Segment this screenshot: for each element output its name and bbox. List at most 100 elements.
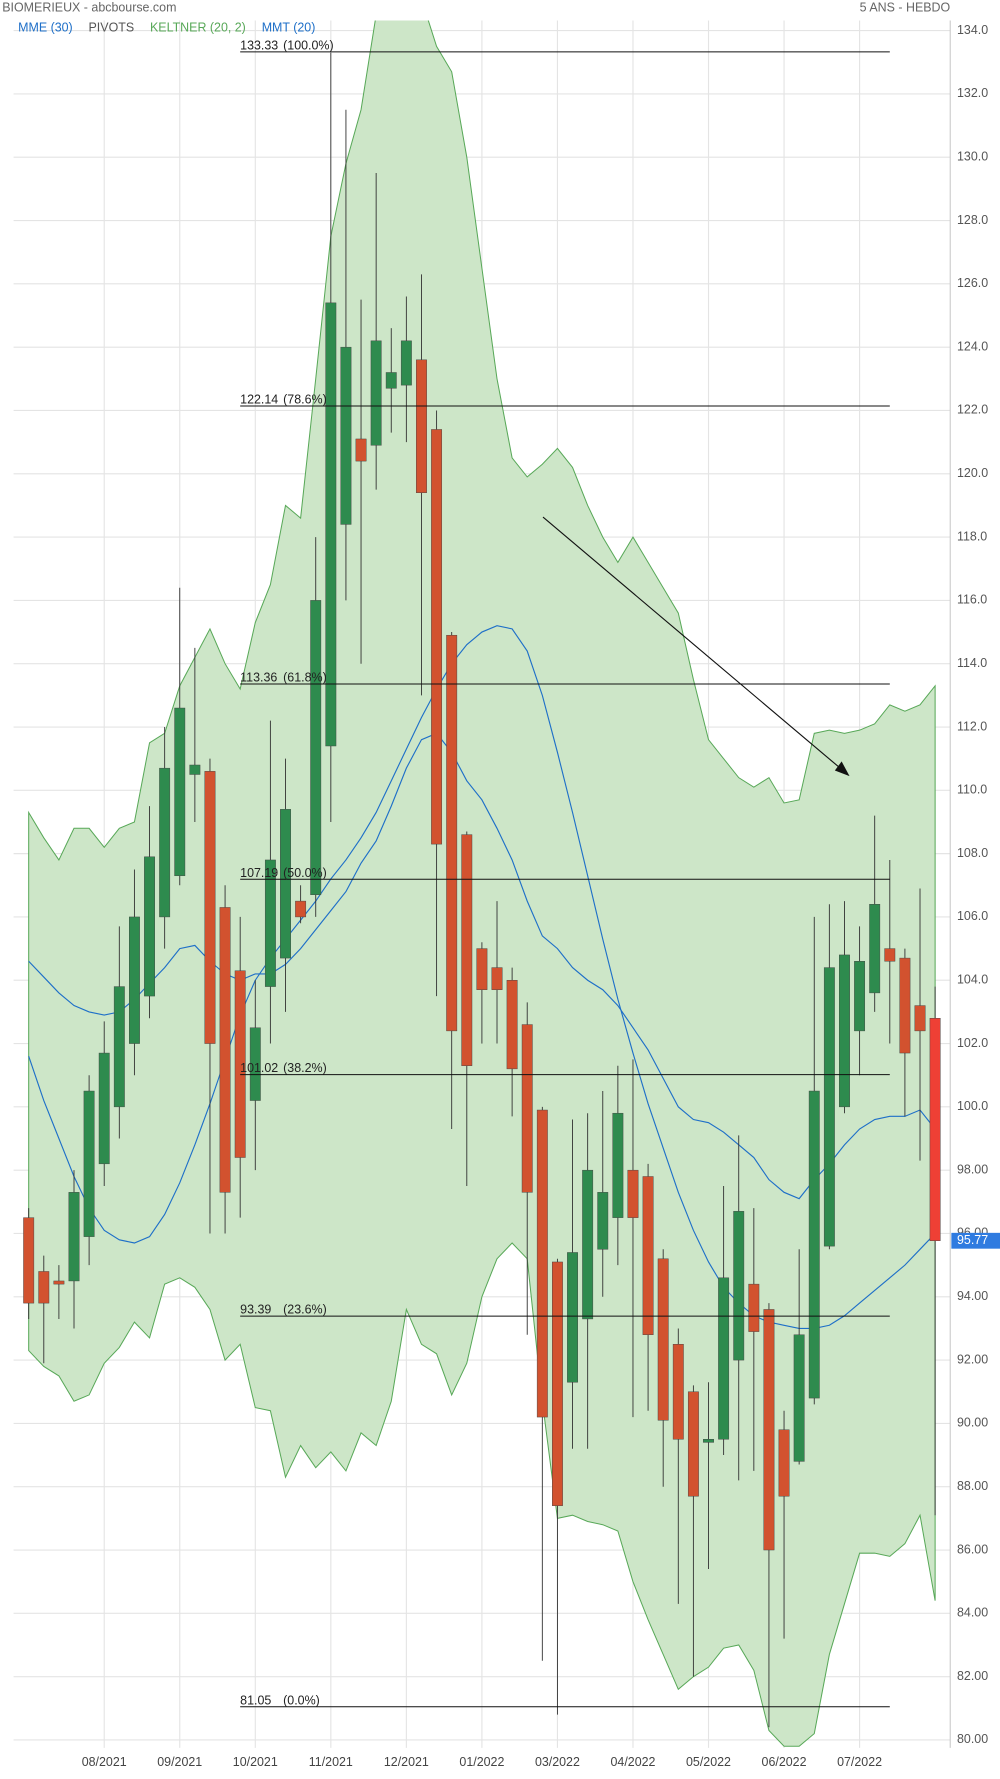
x-tick-label: 12/2021 — [384, 1755, 429, 1769]
pivot-value: 93.39 — [240, 1303, 271, 1317]
y-tick-label: 130.0 — [957, 150, 988, 164]
candle-body — [491, 967, 503, 990]
candle-body — [703, 1439, 714, 1443]
pivot-value: 101.02 — [240, 1061, 278, 1075]
keltner-band — [28, 20, 936, 1747]
candle-body — [914, 1005, 926, 1032]
x-tick-label: 03/2022 — [535, 1755, 580, 1769]
candle-body — [567, 1252, 578, 1383]
last-price-label: 95.77 — [957, 1233, 988, 1247]
y-tick-label: 108.0 — [957, 846, 988, 860]
candle-body — [597, 1192, 609, 1250]
y-tick-label: 110.0 — [957, 783, 987, 797]
candle-body — [355, 438, 367, 462]
candle-body — [264, 859, 276, 987]
y-tick-label: 88.00 — [957, 1479, 988, 1493]
y-tick-label: 122.0 — [957, 403, 988, 417]
y-tick-label: 98.00 — [957, 1162, 988, 1176]
legend-entry: PIVOTS — [89, 21, 135, 35]
candle-body — [718, 1277, 730, 1440]
candle-body — [733, 1211, 745, 1361]
y-tick-label: 118.0 — [957, 529, 987, 543]
candle-body — [400, 340, 412, 386]
candle-body — [461, 834, 473, 1066]
candle-body — [854, 961, 866, 1032]
candle-body — [552, 1261, 563, 1506]
y-tick-label: 82.00 — [957, 1669, 988, 1683]
y-tick-label: 100.0 — [957, 1099, 988, 1113]
pivot-pct: (0.0%) — [283, 1693, 320, 1707]
candle-body — [144, 856, 155, 997]
x-tick-label: 04/2022 — [610, 1755, 655, 1769]
moving-average — [28, 625, 936, 1330]
pivot-pct: (23.6%) — [283, 1303, 327, 1317]
candle-body — [189, 764, 201, 775]
y-tick-label: 94.00 — [957, 1289, 988, 1303]
pivot-value: 133.33 — [240, 38, 278, 52]
x-tick-label: 05/2022 — [686, 1755, 731, 1769]
x-tick-label: 07/2022 — [837, 1755, 882, 1769]
legend-entry: KELTNER (20, 2) — [150, 21, 246, 35]
pivot-pct: (61.8%) — [283, 671, 327, 685]
candle-body — [416, 359, 427, 493]
trend-arrow — [542, 516, 842, 770]
candle-body — [53, 1280, 65, 1285]
candle-body — [612, 1112, 624, 1218]
candle-body — [68, 1192, 80, 1282]
pivot-pct: (100.0%) — [283, 38, 333, 52]
y-tick-label: 104.0 — [957, 973, 988, 987]
candle-body — [884, 948, 896, 962]
pivot-value: 122.14 — [240, 393, 278, 407]
candle-body — [687, 1391, 699, 1497]
candle-body — [174, 707, 186, 877]
candle-body — [476, 948, 488, 990]
pivot-pct: (38.2%) — [283, 1061, 327, 1075]
y-tick-label: 134.0 — [957, 23, 988, 37]
pivot-value: 107.19 — [240, 866, 278, 880]
candle-body — [763, 1309, 775, 1551]
pivot-pct: (50.0%) — [283, 866, 327, 880]
candle-body — [431, 429, 443, 845]
candle-body — [929, 1018, 941, 1241]
x-tick-label: 06/2022 — [762, 1755, 807, 1769]
y-tick-label: 126.0 — [957, 276, 988, 290]
legend-entry: MME (30) — [18, 21, 73, 35]
candle-body — [295, 900, 307, 918]
x-tick-label: 01/2022 — [459, 1755, 504, 1769]
candle-body — [129, 916, 140, 1044]
pivot-pct: (78.6%) — [283, 393, 327, 407]
candle-body — [672, 1344, 684, 1440]
y-tick-label: 106.0 — [957, 909, 988, 923]
candle-body — [869, 904, 881, 994]
candle-body — [627, 1169, 639, 1218]
candle-body — [370, 340, 382, 446]
candle-body — [340, 346, 352, 525]
y-tick-label: 132.0 — [957, 86, 988, 100]
x-tick-label: 11/2021 — [309, 1755, 353, 1769]
candle-body — [446, 634, 458, 1032]
candle-body — [521, 1024, 533, 1193]
y-tick-label: 90.00 — [957, 1416, 988, 1430]
chart-subtitle: 5 ANS - HEBDO — [860, 0, 951, 14]
y-tick-label: 84.00 — [957, 1606, 988, 1620]
moving-average — [28, 732, 936, 1200]
pivot-value: 81.05 — [240, 1693, 271, 1707]
plot-area: 133.33 (100.0%) 122.14 (78.6%) 113.36 (61.8%)… — [23, 20, 941, 1747]
y-tick-label: 124.0 — [957, 339, 988, 353]
y-tick-label: 120.0 — [957, 466, 988, 480]
candle-body — [793, 1334, 805, 1462]
y-tick-label: 128.0 — [957, 213, 988, 227]
candle-body — [778, 1429, 790, 1497]
candle-body — [748, 1283, 760, 1332]
candle-body — [808, 1090, 820, 1399]
candle-body — [83, 1090, 95, 1237]
candle-body — [204, 771, 216, 1044]
candle-body — [385, 372, 397, 389]
axes: 80.00 82.00 84.00 86.00 88.00 90.00 92.00 94.00… — [82, 23, 1000, 1769]
chart-title: BIOMERIEUX - abcbourse.com — [2, 0, 176, 14]
legend: MME (30) PIVOTS KELTNER (20, 2) MMT (20) — [18, 21, 315, 35]
y-tick-label: 116.0 — [957, 593, 987, 607]
candle-body — [234, 970, 246, 1158]
x-tick-label: 09/2021 — [157, 1755, 202, 1769]
